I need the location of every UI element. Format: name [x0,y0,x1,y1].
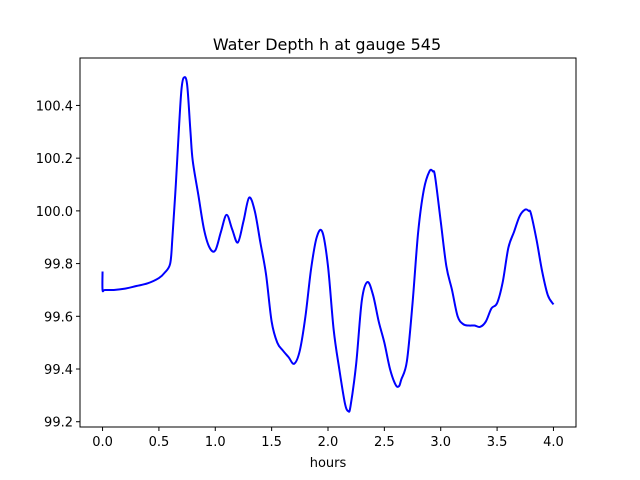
plot-area [101,76,555,413]
x-tick-label: 1.5 [261,435,282,450]
y-tick-label: 100.0 [36,205,73,220]
chart-title: Water Depth h at gauge 545 [213,35,441,54]
y-tick-label: 100.4 [36,99,73,114]
x-tick-label: 4.0 [543,435,564,450]
series-line-0 [101,76,555,413]
y-tick-label: 99.8 [44,258,73,273]
x-tick-label: 2.0 [318,435,339,450]
x-tick-label: 0.0 [92,435,113,450]
x-tick-label: 3.0 [430,435,451,450]
x-axis: 0.0 0.5 1.0 1.5 2.0 2.5 3.0 3.5 4.0 [92,427,564,450]
y-axis: 99.2 99.4 99.6 99.8 100.0 100.2 100.4 [36,99,80,431]
y-tick-label: 99.4 [44,363,73,378]
x-tick-label: 3.5 [487,435,508,450]
x-tick-label: 0.5 [149,435,170,450]
y-tick-label: 100.2 [36,152,73,167]
y-tick-label: 99.2 [44,416,73,431]
x-axis-title: hours [310,456,347,471]
y-tick-label: 99.6 [44,310,73,325]
x-tick-label: 1.0 [205,435,226,450]
x-tick-label: 2.5 [374,435,395,450]
